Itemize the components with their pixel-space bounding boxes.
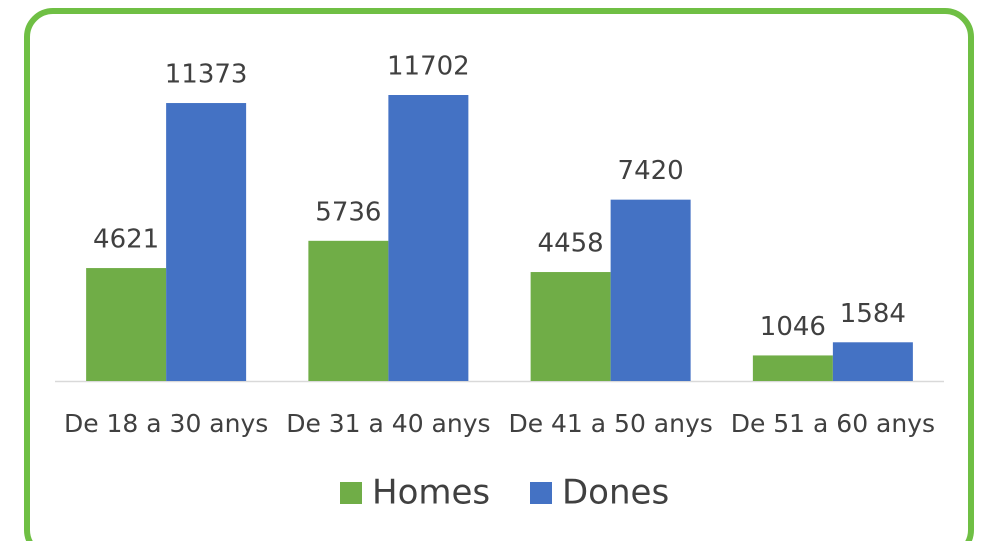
x-tick-label: De 18 a 30 anys xyxy=(64,409,268,438)
chart-frame xyxy=(24,8,974,541)
x-tick-label: De 41 a 50 anys xyxy=(508,409,712,438)
data-label: 11702 xyxy=(387,52,470,82)
bar xyxy=(166,103,247,382)
data-label: 1046 xyxy=(760,312,826,342)
legend-swatch xyxy=(530,482,552,504)
bar xyxy=(388,95,469,381)
data-label: 4458 xyxy=(538,229,604,259)
bar xyxy=(86,268,167,381)
x-tick-label: De 51 a 60 anys xyxy=(731,409,935,438)
bar xyxy=(752,355,833,381)
data-label: 11373 xyxy=(165,60,248,90)
data-label: 1584 xyxy=(840,299,906,329)
data-label: 7420 xyxy=(618,156,684,186)
legend-label: Homes xyxy=(372,473,490,513)
legend-swatch xyxy=(340,482,362,504)
bar xyxy=(610,199,691,381)
data-label: 4621 xyxy=(93,225,159,255)
data-label: 5736 xyxy=(315,197,381,227)
legend-label: Dones xyxy=(562,473,669,513)
bar xyxy=(832,342,913,381)
bar xyxy=(530,272,611,381)
x-tick-label: De 31 a 40 anys xyxy=(286,409,490,438)
bar xyxy=(308,240,389,381)
